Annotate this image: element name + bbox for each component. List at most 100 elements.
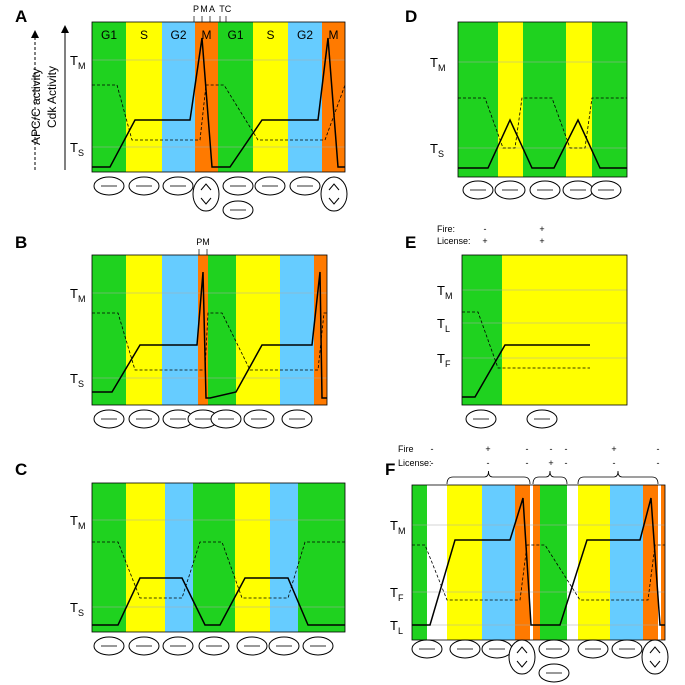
phase-band (288, 22, 322, 172)
row-sign: + (485, 444, 490, 454)
row-label: License: (437, 236, 471, 246)
stage-mark: PM (196, 237, 210, 247)
phase-band (533, 485, 540, 640)
cdk-curve (462, 344, 590, 398)
phase-band (412, 485, 427, 640)
row-sign: + (482, 236, 487, 246)
phase-band (162, 22, 195, 172)
brace (446, 470, 531, 485)
plot-frame (91, 254, 328, 406)
cdk-curve (412, 497, 665, 626)
spindle (649, 660, 661, 668)
row-sign: - (431, 444, 434, 454)
brace (577, 470, 659, 485)
row-sign: - (526, 444, 529, 454)
threshold-label: TS (70, 600, 84, 618)
spindle (516, 660, 528, 668)
plot-frame (411, 484, 666, 641)
threshold-main: T (390, 585, 398, 600)
threshold-main: T (430, 141, 438, 156)
threshold-main: T (70, 371, 78, 386)
cell (508, 639, 536, 675)
row-sign: + (611, 444, 616, 454)
threshold-main: T (70, 53, 78, 68)
threshold-sub: S (78, 608, 84, 618)
phase-band (208, 255, 236, 405)
panel-letter: E (405, 233, 416, 252)
cell (192, 176, 220, 212)
panel-letter: F (385, 460, 395, 479)
phase-label: M (202, 28, 212, 42)
phase-band (482, 485, 515, 640)
phase-band (280, 255, 314, 405)
phase-label: G2 (297, 28, 313, 42)
spindle (649, 646, 661, 654)
threshold-sub: M (438, 63, 446, 73)
row-sign: - (526, 458, 529, 468)
threshold-sub: M (398, 526, 406, 536)
phase-band (270, 483, 298, 632)
phase-band (236, 255, 280, 405)
threshold-label: TS (70, 371, 84, 389)
apc-curve (92, 541, 345, 599)
row-sign: - (487, 458, 490, 468)
threshold-label: TL (390, 618, 403, 636)
threshold-sub: M (445, 291, 453, 301)
phase-band (165, 483, 193, 632)
phase-band (658, 485, 661, 640)
row-sign: + (539, 224, 544, 234)
row-label: Fire (398, 444, 414, 454)
row-sign: - (613, 458, 616, 468)
cdk-curve (92, 577, 345, 626)
spindle (516, 646, 528, 654)
cell (320, 176, 348, 212)
phase-label: G2 (170, 28, 186, 42)
plot-frame (457, 21, 628, 178)
phase-label: G1 (101, 28, 117, 42)
threshold-label: TM (70, 53, 85, 71)
threshold-main: T (70, 513, 78, 528)
axis-label: APC/C activity (29, 68, 43, 145)
phase-band (610, 485, 643, 640)
threshold-main: T (70, 600, 78, 615)
phase-label: S (140, 28, 148, 42)
phase-band (126, 255, 162, 405)
stage-mark: C (225, 4, 232, 14)
row-sign: + (548, 458, 553, 468)
arrow-head (61, 25, 69, 33)
phase-label: G1 (227, 28, 243, 42)
threshold-main: T (390, 518, 398, 533)
apc-curve (458, 97, 627, 149)
phase-band (322, 22, 345, 172)
axis-label: Cdk Activity (45, 66, 59, 128)
row-sign: - (431, 458, 434, 468)
threshold-main: T (70, 286, 78, 301)
threshold-sub: M (78, 294, 86, 304)
phase-band (540, 485, 567, 640)
plot-frame (461, 254, 628, 406)
phase-band (235, 483, 270, 632)
phase-band (567, 485, 578, 640)
threshold-sub: L (398, 626, 403, 636)
phase-band (462, 255, 502, 405)
row-sign: - (657, 458, 660, 468)
arrow-head (31, 30, 39, 38)
threshold-label: TM (70, 513, 85, 531)
phase-band (447, 485, 482, 640)
spindle (200, 197, 212, 205)
threshold-label: TM (70, 286, 85, 304)
phase-band (502, 255, 627, 405)
row-label: License: (398, 458, 432, 468)
phase-band (218, 22, 253, 172)
row-sign: - (484, 224, 487, 234)
cell (641, 639, 669, 675)
stage-mark: M (200, 4, 208, 14)
spindle (328, 183, 340, 191)
row-sign: - (565, 444, 568, 454)
threshold-sub: F (398, 593, 404, 603)
threshold-label: TS (70, 140, 84, 158)
phase-band (458, 22, 498, 177)
threshold-sub: F (445, 359, 451, 369)
stage-mark: P (193, 4, 199, 14)
